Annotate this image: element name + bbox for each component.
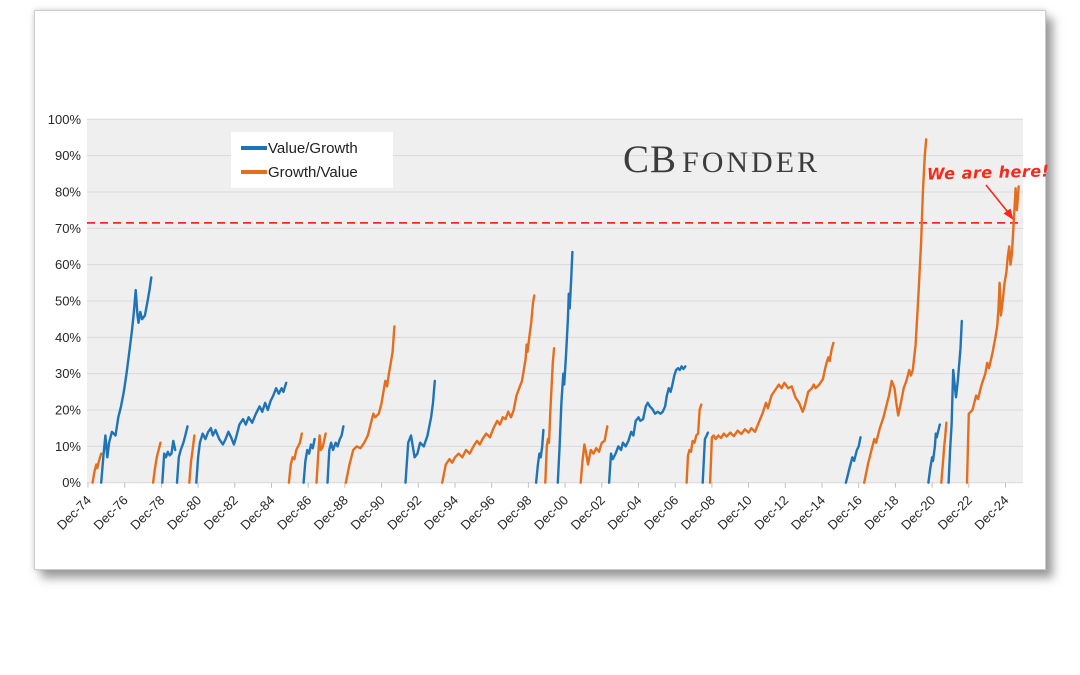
- series-run-vg: [927, 423, 941, 484]
- we-are-here-annotation: We are here!: [926, 161, 1050, 184]
- x-axis-tick-label: Dec-10: [714, 493, 754, 533]
- series-run-gv: [863, 138, 928, 484]
- series-run-gv: [344, 325, 396, 484]
- series-run-gv: [441, 294, 536, 484]
- y-axis-tick-label: 0%: [62, 475, 81, 490]
- series-run-gv: [544, 347, 556, 484]
- series-run-gv: [579, 425, 609, 484]
- series-run-vg: [302, 437, 316, 484]
- x-axis-tick-label: Dec-84: [237, 493, 277, 533]
- y-axis-tick-label: 40%: [55, 330, 81, 345]
- y-axis-tick-label: 60%: [55, 257, 81, 272]
- x-axis-tick-label: Dec-82: [201, 493, 241, 533]
- x-axis-tick-label: Dec-96: [458, 493, 498, 533]
- x-axis-tick-label: Dec-80: [164, 493, 204, 533]
- x-axis-tick-label: Dec-06: [641, 493, 681, 533]
- series-run-vg: [556, 250, 574, 484]
- series-run-gv: [965, 185, 1020, 484]
- x-axis-tick-label: Dec-74: [54, 493, 94, 533]
- x-axis-tick-label: Dec-20: [898, 493, 938, 533]
- legend-line-swatch: [241, 170, 267, 174]
- series-run-gv: [708, 341, 835, 484]
- cb-fonder-logo: CB FONDER: [623, 137, 820, 182]
- series-run-vg: [947, 319, 963, 484]
- series-run-vg: [844, 436, 862, 484]
- x-axis-tick-label: Dec-18: [861, 493, 901, 533]
- chart-legend: Value/Growth Growth/Value: [231, 132, 393, 188]
- y-axis-tick-label: 50%: [55, 294, 81, 309]
- legend-item: Value/Growth: [241, 136, 387, 160]
- legend-item: Growth/Value: [241, 160, 387, 184]
- series-run-gv: [685, 403, 703, 484]
- x-axis-tick-label: Dec-12: [751, 493, 791, 533]
- x-axis-tick-label: Dec-76: [91, 493, 131, 533]
- y-axis-tick-label: 90%: [55, 148, 81, 163]
- series-run-vg: [100, 276, 153, 484]
- x-axis-tick-label: Dec-90: [347, 493, 387, 533]
- logo-text-cb: CB: [623, 138, 678, 181]
- x-axis-tick-label: Dec-00: [531, 493, 571, 533]
- series-run-gv: [151, 441, 162, 484]
- series-run-vg: [161, 439, 177, 484]
- series-run-vg: [607, 365, 687, 484]
- x-axis-tick-label: Dec-16: [825, 493, 865, 533]
- x-axis-tick-label: Dec-04: [604, 493, 644, 533]
- series-run-vg: [326, 425, 345, 484]
- we-are-here-arrowhead: [1003, 208, 1014, 220]
- x-axis-tick-label: Dec-92: [384, 493, 424, 533]
- x-axis-tick-label: Dec-14: [788, 493, 828, 533]
- series-run-gv: [287, 432, 303, 484]
- x-axis-tick-label: Dec-98: [494, 493, 534, 533]
- series-run-gv: [188, 434, 196, 484]
- x-axis-tick-label: Dec-94: [421, 493, 461, 533]
- x-axis-tick-label: Dec-78: [127, 493, 167, 533]
- y-axis-tick-label: 10%: [55, 439, 81, 454]
- slide-card: 0% 10% 20% 30% 40% 50% 60% 70% 80% 90% 100% Dec-74 D…: [34, 10, 1050, 570]
- x-axis-tick-label: Dec-08: [678, 493, 718, 533]
- x-axis-tick-label: Dec-88: [311, 493, 351, 533]
- y-axis-tick-label: 30%: [55, 366, 81, 381]
- logo-text-fonder: FONDER: [682, 146, 821, 179]
- legend-item-label: Growth/Value: [268, 163, 358, 181]
- x-axis-tick-label: Dec-24: [971, 493, 1011, 533]
- series-run-vg: [404, 379, 436, 484]
- legend-item-label: Value/Growth: [268, 139, 358, 157]
- y-axis-tick-label: 70%: [55, 221, 81, 236]
- y-axis-tick-label: 20%: [55, 403, 81, 418]
- series-run-vg: [175, 425, 189, 484]
- series-run-vg: [195, 381, 288, 484]
- series-run-gv: [91, 452, 103, 484]
- series-run-gv: [315, 432, 327, 484]
- y-axis-tick-label: 80%: [55, 184, 81, 199]
- series-run-vg: [534, 428, 545, 484]
- x-axis-tick-label: Dec-86: [274, 493, 314, 533]
- x-axis-tick-label: Dec-22: [935, 493, 975, 533]
- y-axis-tick-label: 100%: [48, 112, 82, 127]
- series-run-vg: [701, 431, 710, 484]
- x-axis-tick-label: Dec-02: [568, 493, 608, 533]
- series-run-gv: [940, 421, 948, 484]
- legend-line-swatch: [241, 146, 267, 150]
- we-are-here-arrow: [985, 184, 1012, 217]
- relative-performance-chart: 0%10%20%30%40%50%60%70%80%90%100%Dec-74D…: [48, 112, 1023, 533]
